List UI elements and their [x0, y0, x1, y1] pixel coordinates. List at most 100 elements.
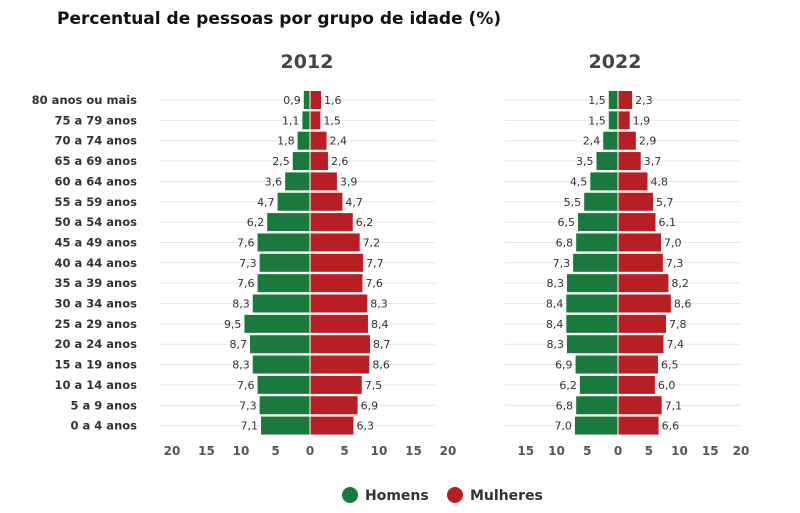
- category-label: 25 a 29 anos: [55, 317, 138, 331]
- bar-homens: [576, 233, 618, 252]
- x-tick-label: 0: [614, 444, 622, 458]
- x-tick-label: 0: [306, 444, 314, 458]
- value-label-homens: 8,3: [232, 359, 250, 372]
- bar-mulheres: [618, 253, 663, 272]
- bar-mulheres: [618, 111, 630, 130]
- value-label-homens: 7,6: [237, 379, 255, 392]
- x-tick-label: 20: [164, 444, 181, 458]
- value-label-mulheres: 8,7: [373, 338, 391, 351]
- bar-mulheres: [310, 253, 364, 272]
- bar-mulheres: [310, 294, 368, 313]
- bar-homens: [257, 375, 310, 394]
- bar-mulheres: [310, 416, 354, 435]
- bar-mulheres: [618, 416, 659, 435]
- x-tick-label: 15: [198, 444, 215, 458]
- bar-mulheres: [618, 233, 662, 252]
- value-label-homens: 9,5: [224, 318, 242, 331]
- bar-mulheres: [310, 355, 370, 374]
- value-label-mulheres: 6,3: [356, 420, 374, 433]
- value-label-mulheres: 7,6: [365, 277, 383, 290]
- legend-label-homens: Homens: [365, 488, 429, 504]
- bar-homens: [257, 233, 310, 252]
- bar-homens: [590, 172, 618, 191]
- value-label-mulheres: 8,4: [371, 318, 389, 331]
- value-label-mulheres: 4,8: [651, 175, 669, 188]
- bar-homens: [573, 253, 618, 272]
- value-label-homens: 6,8: [556, 399, 574, 412]
- bar-mulheres: [310, 91, 322, 109]
- bar-homens: [259, 396, 310, 415]
- value-label-homens: 4,7: [257, 196, 275, 209]
- bar-mulheres: [618, 274, 669, 293]
- value-label-homens: 3,6: [265, 175, 283, 188]
- bar-mulheres: [310, 172, 337, 191]
- bar-homens: [566, 314, 618, 333]
- value-label-homens: 0,9: [283, 94, 301, 107]
- x-tick-label: 10: [671, 444, 688, 458]
- bar-mulheres: [310, 192, 343, 211]
- x-tick-label: 15: [702, 444, 719, 458]
- value-label-homens: 7,1: [241, 420, 259, 433]
- bar-homens: [303, 91, 310, 109]
- value-label-mulheres: 7,0: [664, 236, 682, 249]
- value-label-mulheres: 6,6: [662, 420, 680, 433]
- value-label-mulheres: 8,6: [674, 298, 692, 311]
- value-label-mulheres: 7,4: [667, 338, 685, 351]
- bar-mulheres: [310, 213, 353, 232]
- value-label-homens: 6,8: [556, 236, 574, 249]
- x-tick-label: 5: [271, 444, 279, 458]
- bar-mulheres: [618, 294, 671, 313]
- category-label: 10 a 14 anos: [55, 378, 138, 392]
- legend-marker-mulheres: [447, 487, 463, 503]
- bar-mulheres: [618, 375, 655, 394]
- bar-mulheres: [310, 233, 360, 252]
- value-label-mulheres: 7,7: [366, 257, 384, 270]
- panel-title-2022: 2022: [589, 51, 642, 73]
- value-label-mulheres: 8,2: [671, 277, 689, 290]
- value-label-homens: 8,3: [546, 338, 564, 351]
- category-label: 35 a 39 anos: [55, 276, 138, 290]
- bar-mulheres: [310, 335, 371, 354]
- category-label: 60 a 64 anos: [55, 174, 138, 188]
- value-label-mulheres: 1,9: [633, 114, 651, 127]
- value-label-mulheres: 2,6: [331, 155, 349, 168]
- value-label-homens: 7,3: [239, 257, 257, 270]
- value-label-mulheres: 3,9: [340, 175, 358, 188]
- x-tick-label: 10: [233, 444, 250, 458]
- value-label-mulheres: 6,5: [661, 359, 679, 372]
- category-label: 20 a 24 anos: [55, 337, 138, 351]
- bar-homens: [579, 375, 618, 394]
- value-label-homens: 2,5: [272, 155, 290, 168]
- value-label-mulheres: 7,5: [365, 379, 383, 392]
- bar-mulheres: [310, 131, 327, 150]
- category-label: 55 a 59 anos: [55, 195, 138, 209]
- category-label: 50 a 54 anos: [55, 215, 138, 229]
- value-label-homens: 3,5: [576, 155, 594, 168]
- bar-homens: [603, 131, 618, 150]
- x-tick-label: 15: [517, 444, 534, 458]
- value-label-mulheres: 1,5: [323, 114, 341, 127]
- bar-homens: [566, 335, 618, 354]
- value-label-mulheres: 6,0: [658, 379, 676, 392]
- bar-homens: [578, 213, 618, 232]
- value-label-mulheres: 7,1: [665, 399, 683, 412]
- value-label-mulheres: 2,4: [330, 135, 348, 148]
- value-label-mulheres: 1,6: [324, 94, 342, 107]
- value-label-homens: 6,5: [558, 216, 576, 229]
- bar-homens: [596, 152, 618, 171]
- bar-homens: [292, 152, 310, 171]
- bar-mulheres: [618, 396, 662, 415]
- bar-mulheres: [310, 314, 368, 333]
- bar-homens: [566, 274, 618, 293]
- value-label-mulheres: 3,7: [644, 155, 662, 168]
- bar-mulheres: [618, 335, 664, 354]
- bar-homens: [285, 172, 310, 191]
- bar-mulheres: [310, 375, 362, 394]
- value-label-mulheres: 6,2: [356, 216, 374, 229]
- category-label: 45 a 49 anos: [55, 235, 138, 249]
- value-label-mulheres: 2,3: [635, 94, 653, 107]
- bar-mulheres: [618, 131, 636, 150]
- value-label-homens: 8,3: [546, 277, 564, 290]
- bar-mulheres: [618, 314, 666, 333]
